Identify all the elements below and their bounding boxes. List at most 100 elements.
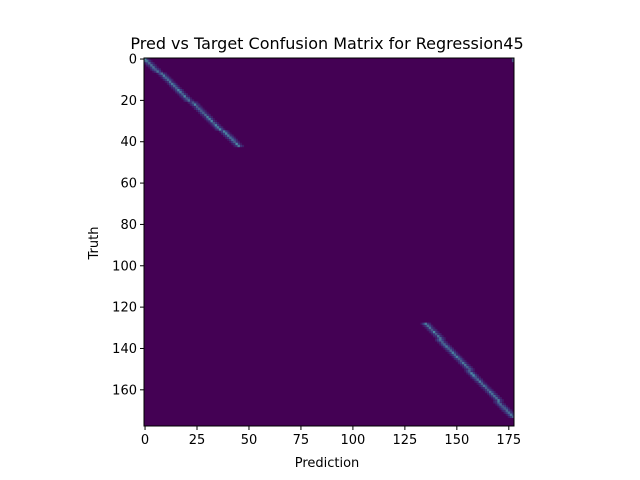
heatmap-cell-band-1 xyxy=(225,136,228,139)
heatmap-cell-band-1 xyxy=(237,144,240,148)
heatmap-cell-band-2 xyxy=(428,330,432,334)
heatmap-cell-band-1 xyxy=(206,120,209,123)
heatmap-cell-band-2 xyxy=(495,394,498,398)
heatmap-cell-band-1 xyxy=(216,122,220,125)
heatmap-cell-band-2 xyxy=(495,392,498,396)
heatmap-plot-area xyxy=(143,57,515,427)
heatmap-cell-band-1 xyxy=(146,60,149,63)
heatmap-cell-band-1 xyxy=(200,107,203,110)
heatmap-cell-band-2 xyxy=(426,324,430,328)
heatmap-cell-band-2 xyxy=(474,374,477,377)
heatmap-cell-band-2 xyxy=(509,413,513,416)
heatmap-cell-band-1 xyxy=(206,117,209,121)
heatmap-cell-band-1 xyxy=(154,64,157,67)
heatmap-cell-band-2 xyxy=(495,397,498,400)
heatmap-cell-band-1 xyxy=(168,82,172,86)
heatmap-cell-band-2 xyxy=(437,339,440,342)
heatmap-cell-band-2 xyxy=(428,328,432,332)
heatmap-cell-band-1 xyxy=(200,105,203,108)
heatmap-cell-band-1 xyxy=(191,99,195,102)
heatmap-cell-band-2 xyxy=(482,388,486,392)
heatmap-cell-band-1 xyxy=(164,78,168,82)
heatmap-cell-band-1 xyxy=(189,103,193,106)
heatmap-cell-band-2 xyxy=(505,405,509,408)
heatmap-cell-band-2 xyxy=(449,353,452,357)
heatmap-cell-band-2 xyxy=(462,361,465,365)
heatmap-cell-band-2 xyxy=(491,392,494,396)
heatmap-cell-band-1 xyxy=(237,140,240,144)
heatmap-cell-band-1 xyxy=(187,101,191,104)
heatmap-cell-band-2 xyxy=(457,357,461,361)
heatmap-cell-band-1 xyxy=(198,109,201,113)
heatmap-cell-band-1 xyxy=(222,132,226,135)
heatmap-cell-band-1 xyxy=(179,93,182,96)
heatmap-cell-band-2 xyxy=(466,366,469,369)
heatmap-cell-band-1 xyxy=(198,107,201,110)
heatmap-cell-band-1 xyxy=(175,86,178,90)
heatmap-cell-band-1 xyxy=(164,80,168,84)
heatmap-cell-band-1 xyxy=(212,126,215,129)
heatmap-cell-band-2 xyxy=(499,401,502,404)
heatmap-cell-band-1 xyxy=(202,113,205,117)
heatmap-cell-band-1 xyxy=(200,113,203,117)
heatmap-cell-band-1 xyxy=(193,103,197,106)
heatmap-cell-band-2 xyxy=(437,341,440,344)
heatmap-cell-band-2 xyxy=(464,359,467,363)
heatmap-cell-band-2 xyxy=(484,382,488,385)
heatmap-cell-band-2 xyxy=(476,374,479,377)
heatmap-cell-band-2 xyxy=(464,368,467,371)
heatmap-cell-band-2 xyxy=(493,394,496,398)
heatmap-cell-band-1 xyxy=(212,124,215,127)
heatmap-cell-band-2 xyxy=(495,401,498,404)
heatmap-cell-band-2 xyxy=(497,401,500,404)
heatmap-cell-band-2 xyxy=(426,326,430,330)
heatmap-cell-band-2 xyxy=(424,326,427,330)
heatmap-cell-band-2 xyxy=(422,324,425,328)
heatmap-cell-band-1 xyxy=(198,103,201,106)
heatmap-cell-band-1 xyxy=(233,144,236,148)
heatmap-cell-band-1 xyxy=(173,80,176,84)
y-tick-label: 20 xyxy=(120,94,137,109)
heatmap-cell-band-2 xyxy=(439,332,442,336)
heatmap-cell-band-1 xyxy=(210,115,213,119)
y-tick-label: 80 xyxy=(120,218,137,233)
heatmap-cell-band-1 xyxy=(158,70,161,73)
heatmap-cell-band-1 xyxy=(225,134,228,137)
heatmap-cell-band-2 xyxy=(462,363,465,367)
heatmap-cell-band-2 xyxy=(443,343,446,346)
heatmap-cell-band-1 xyxy=(231,142,234,146)
heatmap-cell-band-2 xyxy=(451,355,455,359)
heatmap-cell-band-1 xyxy=(218,128,222,131)
heatmap-cell-band-2 xyxy=(478,376,482,379)
heatmap-cell-band-2 xyxy=(432,335,436,338)
heatmap-cell-band-2 xyxy=(432,328,436,332)
heatmap-cell-band-1 xyxy=(162,78,166,82)
heatmap-cell-band-1 xyxy=(148,62,151,65)
heatmap-cell-band-2 xyxy=(491,397,494,400)
heatmap-cell-band-2 xyxy=(499,399,502,402)
heatmap-cell-band-1 xyxy=(166,82,170,86)
heatmap-cell-band-1 xyxy=(204,117,207,121)
heatmap-cell-band-1 xyxy=(162,76,166,79)
heatmap-cell-band-1 xyxy=(216,128,220,131)
heatmap-cell-band-1 xyxy=(171,86,174,90)
heatmap-cell-band-2 xyxy=(441,335,444,338)
heatmap-cell-band-2 xyxy=(420,322,423,325)
heatmap-cell-band-2 xyxy=(466,370,469,373)
heatmap-cell-band-1 xyxy=(233,138,236,141)
heatmap-cell-band-1 xyxy=(225,130,228,133)
heatmap-cell-band-2 xyxy=(428,324,432,328)
heatmap-cell-band-2 xyxy=(507,413,511,416)
heatmap-cell-band-2 xyxy=(462,357,465,361)
heatmap-cell-band-1 xyxy=(177,91,180,94)
heatmap-cell-band-1 xyxy=(168,84,172,88)
heatmap-cell-band-1 xyxy=(233,140,236,144)
heatmap-cell-band-1 xyxy=(152,64,155,67)
heatmap-cell-band-2 xyxy=(495,399,498,402)
heatmap-cell-band-2 xyxy=(470,376,473,379)
heatmap-cell-band-2 xyxy=(453,353,457,357)
heatmap-cell-band-2 xyxy=(484,390,488,394)
heatmap-cell-band-2 xyxy=(432,332,436,336)
heatmap-cell-band-2 xyxy=(480,384,484,388)
heatmap-cell-band-1 xyxy=(185,99,188,102)
